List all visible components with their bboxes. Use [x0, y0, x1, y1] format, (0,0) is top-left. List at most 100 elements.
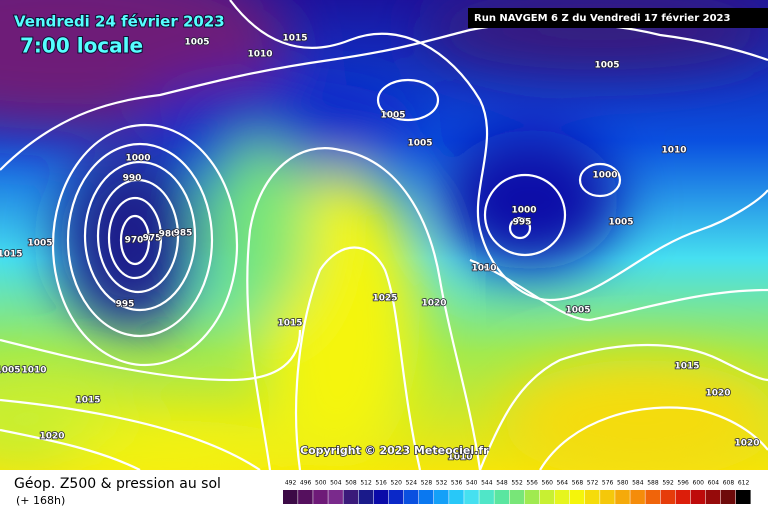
isobar-label: 1005 [594, 61, 619, 71]
scale-swatch [705, 490, 721, 504]
isobar-label: 1005 [407, 139, 432, 149]
scale-label: 532 [436, 480, 448, 487]
time: 7:00 locale [20, 34, 143, 58]
isobar-label: 1005 [565, 306, 590, 316]
scale-label: 580 [617, 480, 629, 487]
scale-swatch [509, 490, 525, 504]
scale-swatch [434, 490, 449, 504]
scale-swatch [615, 490, 630, 504]
scale-swatch [313, 490, 328, 504]
isobar-label: 1000 [592, 171, 617, 181]
scale-label: 552 [511, 480, 523, 487]
scale-swatch [449, 490, 464, 504]
isobar-label: 1015 [75, 396, 100, 406]
scale-label: 544 [481, 480, 493, 487]
scale-swatch [494, 490, 509, 504]
scale-swatch [358, 490, 374, 504]
scale-swatch [600, 490, 615, 504]
scale-label: 564 [557, 480, 569, 487]
scale-label: 584 [632, 480, 644, 487]
scale-swatch [298, 490, 313, 504]
isobar-label: 1025 [372, 294, 397, 304]
scale-label: 560 [542, 480, 554, 487]
scale-swatch [660, 490, 676, 504]
isobar-label: 1005 [184, 38, 209, 48]
scale-label: 520 [391, 480, 403, 487]
isobar-label: 1020 [421, 299, 446, 309]
scale-label: 572 [587, 480, 599, 487]
run: Run NAVGEM 6 Z du Vendredi 17 février 20… [474, 12, 731, 24]
isobar-label: 985 [174, 229, 193, 239]
isobar-label: 1010 [661, 146, 686, 156]
scale-swatch [403, 490, 419, 504]
isobar-label: 1020 [734, 439, 759, 449]
date: Vendredi 24 février 2023 [14, 13, 225, 31]
isobar-label: 1000 [125, 154, 150, 164]
scale-label: 568 [572, 480, 584, 487]
legend-title: Géop. Z500 & pression au sol [14, 476, 221, 492]
isobar-label: 1015 [282, 34, 307, 44]
isobar-label: 1010 [247, 50, 272, 60]
scale-label: 608 [723, 480, 735, 487]
isobar-lines [0, 0, 768, 470]
scale-label: 528 [421, 480, 433, 487]
copyright: Copyright © 2023 Meteociel.fr [300, 444, 489, 457]
scale-swatch [675, 490, 691, 504]
scale-label: 540 [466, 480, 478, 487]
scale-label: 596 [677, 480, 689, 487]
scale-swatch [343, 490, 358, 504]
isobar-label: 1015 [0, 250, 23, 260]
scale-label: 556 [526, 480, 538, 487]
scale-label: 536 [451, 480, 463, 487]
scale-label: 600 [693, 480, 705, 487]
scale-swatch [388, 490, 404, 504]
scale-swatch [736, 490, 751, 504]
isobar-label: 1010 [21, 366, 46, 376]
scale-swatch [539, 490, 555, 504]
scale-swatch [690, 490, 706, 504]
isobar-label: 995 [116, 300, 135, 310]
isobar-label: 975 [143, 234, 162, 244]
scale-swatch [283, 490, 298, 504]
scale-swatch [645, 490, 660, 504]
scale-swatch [464, 490, 479, 504]
scale-label: 524 [406, 480, 418, 487]
scale-label: 516 [375, 480, 387, 487]
scale-swatch [585, 490, 600, 504]
scale-swatch [554, 490, 570, 504]
scale-swatch [630, 490, 645, 504]
isobar-label: 1005 [608, 218, 633, 228]
scale-label: 592 [662, 480, 674, 487]
isobar-label: 1015 [674, 362, 699, 372]
isobar-label: 1020 [705, 389, 730, 399]
scale-label: 576 [602, 480, 614, 487]
scale-swatch [418, 490, 434, 504]
isobar-label: 995 [513, 218, 532, 228]
scale-swatch [328, 490, 343, 504]
scale-label: 512 [360, 480, 372, 487]
isobar-label: 1020 [39, 432, 64, 442]
scale-label: 496 [300, 480, 312, 487]
scale-label: 504 [330, 480, 342, 487]
scale-label: 588 [647, 480, 659, 487]
isobar-label: 990 [123, 174, 142, 184]
scale-label: 492 [285, 480, 297, 487]
isobar-label: 1005 [0, 366, 21, 376]
isobar-label: 1010 [447, 453, 472, 463]
scale-label: 612 [738, 480, 750, 487]
lead-time: (+ 168h) [16, 494, 65, 507]
isobar-label: 1015 [277, 319, 302, 329]
isobar-label: 1005 [27, 239, 52, 249]
scale-swatch [524, 490, 540, 504]
scale-label: 508 [345, 480, 357, 487]
color-scale: 492 496 500 504 508 512 516 520 524 528 532 536 540 5… [283, 480, 751, 504]
scale-swatch [569, 490, 585, 504]
scale-swatch [479, 490, 494, 504]
isobar-label: 1000 [511, 206, 536, 216]
run-box [468, 8, 768, 28]
isobar-label: 1005 [380, 111, 405, 121]
scale-label: 548 [496, 480, 508, 487]
scale-label: 604 [708, 480, 720, 487]
